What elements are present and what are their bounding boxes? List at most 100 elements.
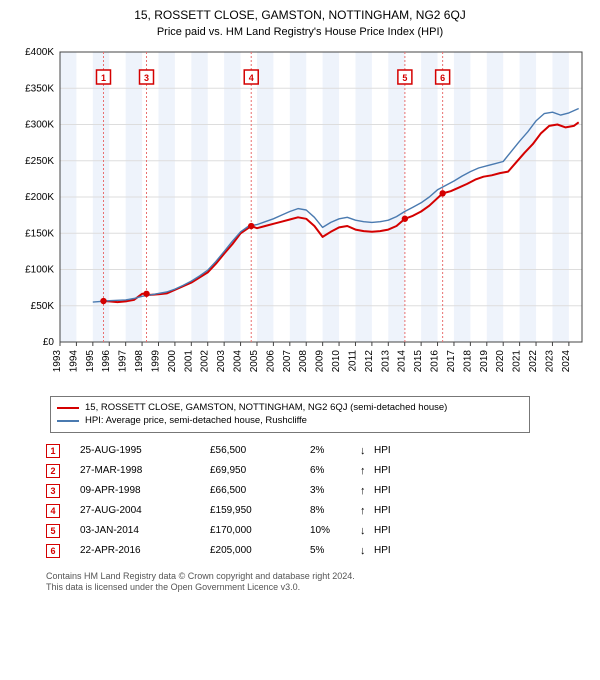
row-marker: 4 [46, 504, 60, 518]
svg-text:£300K: £300K [25, 120, 54, 131]
svg-text:2015: 2015 [413, 350, 424, 373]
arrow-down-icon: ↓ [360, 525, 374, 537]
svg-text:2008: 2008 [298, 350, 309, 373]
svg-text:3: 3 [144, 73, 149, 83]
svg-text:2024: 2024 [561, 350, 572, 373]
arrow-up-icon: ↑ [360, 485, 374, 497]
row-pct: 8% [310, 505, 360, 516]
line-chart: £0£50K£100K£150K£200K£250K£300K£350K£400… [12, 46, 588, 386]
svg-text:6: 6 [440, 73, 445, 83]
row-pct: 5% [310, 545, 360, 556]
row-price: £66,500 [210, 485, 310, 496]
svg-text:2006: 2006 [265, 350, 276, 373]
row-date: 09-APR-1998 [80, 485, 210, 496]
svg-text:1998: 1998 [134, 350, 145, 373]
row-marker: 2 [46, 464, 60, 478]
row-date: 22-APR-2016 [80, 545, 210, 556]
legend-swatch [57, 407, 79, 409]
svg-text:1997: 1997 [118, 350, 129, 373]
table-row: 6 22-APR-2016£205,0005%↓HPI [46, 541, 588, 561]
svg-text:£150K: £150K [25, 228, 54, 239]
svg-text:£250K: £250K [25, 156, 54, 167]
row-date: 27-MAR-1998 [80, 465, 210, 476]
svg-text:2018: 2018 [462, 350, 473, 373]
row-hpi-label: HPI [374, 505, 391, 516]
svg-text:1996: 1996 [101, 350, 112, 373]
row-date: 03-JAN-2014 [80, 525, 210, 536]
svg-text:2004: 2004 [233, 350, 244, 373]
row-pct: 3% [310, 485, 360, 496]
svg-text:2009: 2009 [315, 350, 326, 373]
row-pct: 10% [310, 525, 360, 536]
svg-text:2011: 2011 [347, 350, 358, 372]
row-pct: 6% [310, 465, 360, 476]
row-price: £56,500 [210, 445, 310, 456]
svg-text:1993: 1993 [52, 350, 63, 373]
svg-text:1999: 1999 [150, 350, 161, 373]
footer-line-2: This data is licensed under the Open Gov… [46, 582, 588, 594]
row-hpi-label: HPI [374, 485, 391, 496]
row-price: £159,950 [210, 505, 310, 516]
svg-text:2007: 2007 [282, 350, 293, 373]
chart-title: 15, ROSSETT CLOSE, GAMSTON, NOTTINGHAM, … [12, 8, 588, 22]
svg-text:2014: 2014 [397, 350, 408, 373]
row-date: 27-AUG-2004 [80, 505, 210, 516]
table-row: 503-JAN-2014£170,00010%↓HPI [46, 521, 588, 541]
svg-text:2005: 2005 [249, 350, 260, 373]
chart-subtitle: Price paid vs. HM Land Registry's House … [12, 26, 588, 38]
row-hpi-label: HPI [374, 445, 391, 456]
svg-text:2019: 2019 [479, 350, 490, 373]
legend-item: HPI: Average price, semi-detached house,… [57, 414, 523, 427]
row-pct: 2% [310, 445, 360, 456]
svg-text:2012: 2012 [364, 350, 375, 373]
legend-label: HPI: Average price, semi-detached house,… [85, 414, 307, 427]
svg-text:1: 1 [101, 73, 106, 83]
svg-text:2022: 2022 [528, 350, 539, 373]
svg-text:£200K: £200K [25, 192, 54, 203]
row-marker: 3 [46, 484, 60, 498]
table-row: 4 27-AUG-2004£159,9508%↑HPI [46, 501, 588, 521]
svg-text:4: 4 [249, 73, 254, 83]
arrow-down-icon: ↓ [360, 445, 374, 457]
svg-text:2023: 2023 [544, 350, 555, 373]
table-row: 3 09-APR-1998£66,5003%↑HPI [46, 481, 588, 501]
svg-text:£100K: £100K [25, 265, 54, 276]
table-row: 2 27-MAR-1998£69,9506%↑HPI [46, 461, 588, 481]
svg-text:2001: 2001 [183, 350, 194, 373]
footer-line-1: Contains HM Land Registry data © Crown c… [46, 571, 588, 583]
svg-text:2010: 2010 [331, 350, 342, 373]
row-hpi-label: HPI [374, 545, 391, 556]
svg-text:5: 5 [402, 73, 407, 83]
row-hpi-label: HPI [374, 465, 391, 476]
row-marker: 1 [46, 444, 60, 458]
row-marker: 5 [46, 524, 60, 538]
footer-attribution: Contains HM Land Registry data © Crown c… [46, 571, 588, 594]
row-hpi-label: HPI [374, 525, 391, 536]
svg-text:2017: 2017 [446, 350, 457, 373]
legend: 15, ROSSETT CLOSE, GAMSTON, NOTTINGHAM, … [50, 396, 530, 433]
row-price: £205,000 [210, 545, 310, 556]
legend-label: 15, ROSSETT CLOSE, GAMSTON, NOTTINGHAM, … [85, 401, 447, 414]
svg-text:1995: 1995 [85, 350, 96, 373]
arrow-up-icon: ↑ [360, 505, 374, 517]
svg-text:2020: 2020 [495, 350, 506, 373]
chart-area: £0£50K£100K£150K£200K£250K£300K£350K£400… [12, 46, 588, 386]
svg-text:2021: 2021 [512, 350, 523, 373]
svg-text:£350K: £350K [25, 83, 54, 94]
arrow-down-icon: ↓ [360, 545, 374, 557]
arrow-up-icon: ↑ [360, 465, 374, 477]
row-marker: 6 [46, 544, 60, 558]
row-date: 25-AUG-1995 [80, 445, 210, 456]
svg-text:£400K: £400K [25, 47, 54, 58]
legend-swatch [57, 420, 79, 421]
svg-text:2013: 2013 [380, 350, 391, 373]
svg-text:1994: 1994 [68, 350, 79, 373]
svg-text:2003: 2003 [216, 350, 227, 373]
svg-text:£50K: £50K [31, 301, 55, 312]
transactions-table: 125-AUG-1995£56,5002%↓HPI227-MAR-1998£69… [46, 441, 588, 561]
table-row: 1 25-AUG-1995£56,5002%↓HPI [46, 441, 588, 461]
svg-text:2002: 2002 [200, 350, 211, 373]
svg-text:2000: 2000 [167, 350, 178, 373]
svg-text:2016: 2016 [430, 350, 441, 373]
row-price: £69,950 [210, 465, 310, 476]
